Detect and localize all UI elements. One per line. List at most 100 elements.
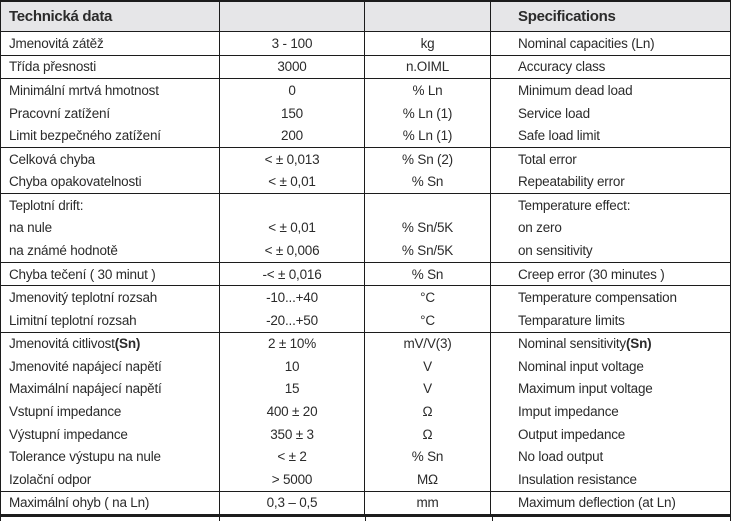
english-label: Nominal sensitivity bbox=[518, 336, 626, 352]
value-text: 350 ± 3 bbox=[270, 426, 314, 442]
english-label: Temperature compensation bbox=[518, 290, 677, 306]
unit-cell: kg bbox=[365, 32, 491, 55]
unit-text: MΩ bbox=[417, 471, 438, 487]
czech-label-cell: Celková chyba bbox=[1, 147, 220, 171]
czech-label: Teplotní drift: bbox=[9, 197, 84, 213]
czech-label-cell: Jmenovitý teplotní rozsah bbox=[1, 286, 220, 309]
unit-cell: V bbox=[365, 355, 491, 378]
english-label: Maximum deflection (at Ln) bbox=[518, 495, 676, 511]
value-cell: > 5000 bbox=[220, 467, 365, 491]
czech-label-cell: Vstupní impedance bbox=[1, 400, 220, 423]
english-label: Total error bbox=[518, 151, 577, 167]
czech-label-bold: (Sn) bbox=[114, 336, 141, 352]
english-label-cell: Minimum dead load bbox=[491, 79, 730, 102]
english-label: Repeatability error bbox=[518, 174, 625, 190]
unit-text: °C bbox=[420, 290, 435, 306]
header-value-cell bbox=[220, 2, 365, 31]
table-header-row: Technická data Specifications bbox=[1, 2, 730, 32]
english-label: Accuracy class bbox=[518, 59, 606, 75]
value-text: -< ± 0,016 bbox=[262, 266, 322, 282]
value-cell: < ± 0,006 bbox=[220, 239, 365, 262]
czech-label-cell: Limitní teplotní rozsah bbox=[1, 308, 220, 332]
value-text: < ± 0,01 bbox=[268, 220, 316, 236]
unit-text: Ω bbox=[422, 426, 433, 442]
unit-cell: % Sn/5K bbox=[365, 216, 491, 240]
value-text: 2 ± 10% bbox=[267, 336, 317, 352]
english-label: Output impedance bbox=[518, 426, 626, 442]
czech-label-cell: Minimální mrtvá hmotnost bbox=[1, 79, 220, 102]
table-row: Limit bezpečného zatížení 200 % Ln (1) S… bbox=[1, 124, 730, 148]
english-label: Maximum input voltage bbox=[518, 381, 653, 397]
table-row: Tolerance výstupu na nule < ± 2 % Sn No … bbox=[1, 445, 730, 468]
czech-label-cell: Třída přesnosti bbox=[1, 55, 220, 79]
value-cell: < ± 0,01 bbox=[220, 216, 365, 240]
czech-label-cell: Jmenovitá zátěž bbox=[1, 32, 220, 55]
table-row: Výstupní impedance 350 ± 3 Ω Output impe… bbox=[1, 422, 730, 446]
czech-label-cell: Maximální napájecí napětí bbox=[1, 377, 220, 401]
table-row: Chyba opakovatelnosti < ± 0,01 % Sn Repe… bbox=[1, 170, 730, 195]
czech-label-cell: Jmenovité napájecí napětí bbox=[1, 355, 220, 378]
table-row: Maximální napájecí napětí 15 V Maximum i… bbox=[1, 377, 730, 401]
table-row: Teplotní drift: Temperature effect: bbox=[1, 194, 730, 217]
unit-text: Ω bbox=[422, 404, 433, 420]
czech-label: Vstupní impedance bbox=[9, 404, 122, 420]
english-label-cell: Maximum input voltage bbox=[491, 378, 730, 401]
unit-cell: % Ln (1) bbox=[365, 124, 491, 147]
value-cell: -20...+50 bbox=[220, 308, 365, 332]
value-cell: 200 bbox=[220, 124, 365, 147]
czech-label-cell: Pracovní zatížení bbox=[1, 101, 220, 125]
table-row: Jmenovitá zátěž 3 - 100 kg Nominal capac… bbox=[1, 32, 730, 56]
czech-label: Maximální ohyb ( na Ln) bbox=[9, 495, 150, 511]
english-label-cell: Output impedance bbox=[491, 423, 730, 446]
english-label-cell: Imput impedance bbox=[491, 400, 730, 423]
unit-cell: °C bbox=[365, 308, 491, 332]
czech-label: Jmenovitý teplotní rozsah bbox=[9, 290, 158, 306]
unit-text: % Sn (2) bbox=[402, 151, 453, 167]
czech-label-cell: na nule bbox=[1, 216, 220, 240]
english-label-bold: (Sn) bbox=[625, 336, 652, 352]
table-row: Chyba tečení ( 30 minut ) -< ± 0,016 % S… bbox=[1, 262, 730, 287]
unit-cell: MΩ bbox=[365, 467, 491, 491]
value-text: < ± 0,01 bbox=[268, 174, 316, 190]
english-label: No load output bbox=[518, 449, 604, 465]
unit-cell: °C bbox=[365, 286, 491, 309]
english-label-cell: Total error bbox=[491, 148, 730, 171]
unit-text: % Sn bbox=[411, 174, 444, 190]
english-label-cell: Repeatability error bbox=[491, 170, 730, 193]
english-label: Temperature effect: bbox=[518, 197, 631, 213]
english-label: Minimum dead load bbox=[518, 82, 633, 98]
value-text: < ± 0,013 bbox=[264, 151, 320, 167]
czech-label-cell: Teplotní drift: bbox=[1, 194, 220, 217]
table-row: Limitní teplotní rozsah -20...+50 °C Tem… bbox=[1, 308, 730, 333]
english-label-cell: Accuracy class bbox=[491, 56, 730, 79]
unit-cell: n.OIML bbox=[365, 55, 491, 79]
value-text: 3 - 100 bbox=[271, 35, 313, 51]
unit-cell: mm bbox=[365, 491, 491, 515]
value-cell: 2 ± 10% bbox=[220, 332, 365, 356]
value-text: 0,3 – 0,5 bbox=[266, 495, 318, 511]
table-row: Maximální ohyb ( na Ln) 0,3 – 0,5 mm Max… bbox=[1, 491, 730, 515]
czech-label: Výstupní impedance bbox=[9, 426, 128, 442]
unit-text: mV/V(3) bbox=[403, 336, 452, 352]
table-body: Jmenovitá zátěž 3 - 100 kg Nominal capac… bbox=[1, 32, 730, 515]
unit-text: kg bbox=[420, 35, 435, 51]
czech-label-cell: Výstupní impedance bbox=[1, 422, 220, 446]
value-text: 0 bbox=[288, 82, 296, 98]
english-label: Safe load limit bbox=[518, 128, 600, 144]
english-label-cell: Nominal input voltage bbox=[491, 355, 730, 378]
czech-label: Limit bezpečného zatížení bbox=[9, 128, 161, 144]
english-label-cell: Nominal capacities (Ln) bbox=[491, 32, 730, 55]
table-bottom-edge bbox=[0, 517, 731, 521]
czech-label: Třída přesnosti bbox=[9, 59, 97, 75]
unit-cell: % Sn bbox=[365, 262, 491, 286]
table-row: na známé hodnotě < ± 0,006 % Sn/5K on se… bbox=[1, 239, 730, 263]
english-label-cell: Nominal sensitivity (Sn) bbox=[491, 333, 730, 356]
czech-label-cell: Chyba tečení ( 30 minut ) bbox=[1, 262, 220, 286]
unit-cell: Ω bbox=[365, 400, 491, 423]
english-label: Creep error (30 minutes ) bbox=[518, 266, 665, 282]
value-text: < ± 0,006 bbox=[264, 242, 320, 258]
value-cell: 3000 bbox=[220, 55, 365, 79]
value-cell: 0,3 – 0,5 bbox=[220, 491, 365, 515]
column-border-stub bbox=[365, 517, 366, 521]
